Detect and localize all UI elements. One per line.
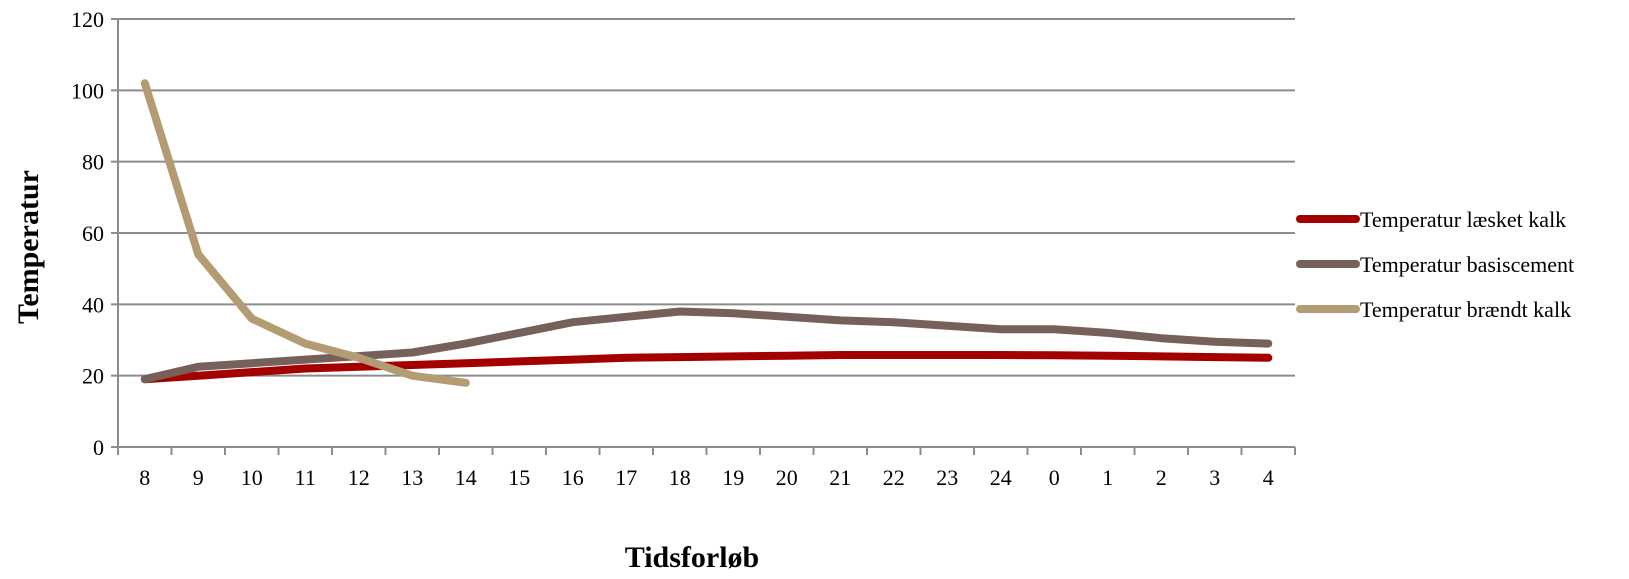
legend-label-1: Temperatur læsket kalk bbox=[1360, 207, 1566, 232]
x-tick-label: 21 bbox=[829, 465, 851, 490]
x-tick-label: 16 bbox=[562, 465, 584, 490]
x-tick-label: 2 bbox=[1156, 465, 1167, 490]
x-tick-label: 22 bbox=[883, 465, 905, 490]
y-tick-label: 40 bbox=[82, 292, 104, 317]
x-tick-label: 14 bbox=[455, 465, 477, 490]
x-tick-label: 19 bbox=[722, 465, 744, 490]
x-tick-label: 4 bbox=[1263, 465, 1274, 490]
x-tick-label: 23 bbox=[936, 465, 958, 490]
legend: Temperatur læsket kalk Temperatur basisce… bbox=[1296, 207, 1574, 322]
y-axis-title: Temperatur bbox=[12, 170, 45, 324]
y-tick-label: 80 bbox=[82, 150, 104, 175]
x-tick-label: 8 bbox=[139, 465, 150, 490]
x-tick-label: 13 bbox=[401, 465, 423, 490]
series-line-2 bbox=[140, 307, 1273, 384]
y-tick-label: 120 bbox=[71, 7, 104, 32]
x-axis-title: Tidsforløb bbox=[625, 541, 760, 574]
y-tick-label: 20 bbox=[82, 364, 104, 389]
x-tick-label: 12 bbox=[348, 465, 370, 490]
x-tick-label: 3 bbox=[1209, 465, 1220, 490]
legend-label-2: Temperatur basiscement bbox=[1360, 252, 1574, 277]
series-line-3 bbox=[140, 79, 470, 387]
grid-lines bbox=[118, 18, 1295, 377]
x-tick-label: 1 bbox=[1102, 465, 1113, 490]
x-tick-label: 18 bbox=[669, 465, 691, 490]
x-tick-label: 15 bbox=[508, 465, 530, 490]
x-tick-label: 10 bbox=[241, 465, 263, 490]
x-tick-label: 20 bbox=[776, 465, 798, 490]
y-tick-label: 60 bbox=[82, 221, 104, 246]
y-tick-label: 100 bbox=[71, 78, 104, 103]
x-tick-labels: 8 9 10 11 12 13 14 15 16 17 18 19 20 21 22 23 24 0 1 2 3 4 bbox=[139, 465, 1274, 490]
legend-label-3: Temperatur brændt kalk bbox=[1360, 297, 1571, 322]
x-tick-label: 11 bbox=[295, 465, 316, 490]
axes bbox=[111, 18, 1296, 455]
series-lines bbox=[140, 79, 1273, 387]
x-tick-label: 24 bbox=[990, 465, 1012, 490]
x-tick-label: 9 bbox=[193, 465, 204, 490]
y-tick-labels: 0 20 40 60 80 100 120 bbox=[71, 7, 104, 460]
series-line-1 bbox=[140, 351, 1273, 384]
x-tick-label: 0 bbox=[1049, 465, 1060, 490]
y-tick-label: 0 bbox=[93, 435, 104, 460]
x-tick-label: 17 bbox=[615, 465, 637, 490]
